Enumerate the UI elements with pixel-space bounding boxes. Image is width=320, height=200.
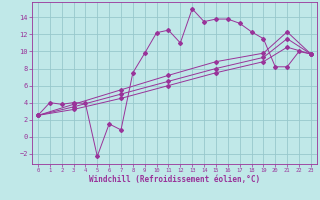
X-axis label: Windchill (Refroidissement éolien,°C): Windchill (Refroidissement éolien,°C) — [89, 175, 260, 184]
